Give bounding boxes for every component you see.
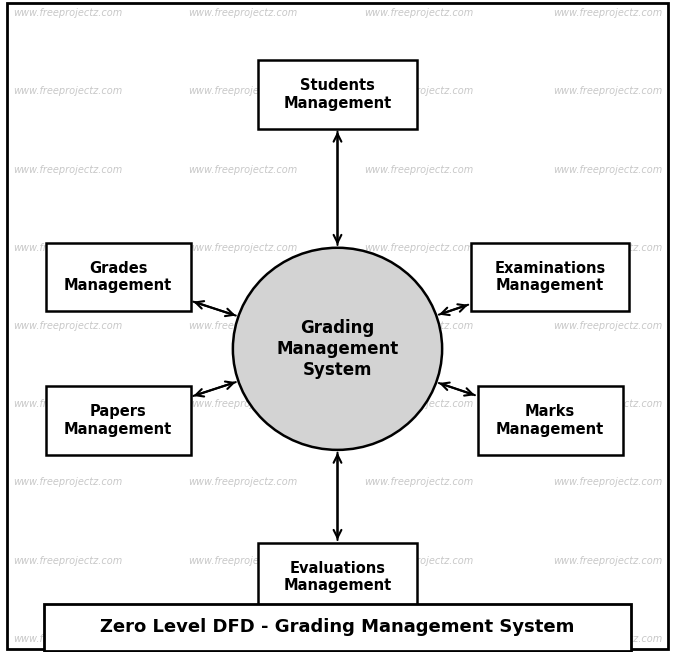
Text: www.freeprojectz.com: www.freeprojectz.com xyxy=(364,164,473,175)
Text: www.freeprojectz.com: www.freeprojectz.com xyxy=(553,243,662,253)
Text: www.freeprojectz.com: www.freeprojectz.com xyxy=(188,164,298,175)
Circle shape xyxy=(233,248,442,450)
Text: Papers
Management: Papers Management xyxy=(64,404,172,437)
Text: www.freeprojectz.com: www.freeprojectz.com xyxy=(13,399,122,409)
Text: www.freeprojectz.com: www.freeprojectz.com xyxy=(13,556,122,566)
Text: www.freeprojectz.com: www.freeprojectz.com xyxy=(364,477,473,488)
Bar xyxy=(44,604,631,651)
Text: Grades
Management: Grades Management xyxy=(64,261,172,293)
Text: www.freeprojectz.com: www.freeprojectz.com xyxy=(13,164,122,175)
Text: www.freeprojectz.com: www.freeprojectz.com xyxy=(13,321,122,331)
Text: www.freeprojectz.com: www.freeprojectz.com xyxy=(188,86,298,96)
Text: www.freeprojectz.com: www.freeprojectz.com xyxy=(188,634,298,644)
Text: Zero Level DFD - Grading Management System: Zero Level DFD - Grading Management Syst… xyxy=(101,618,574,636)
Text: Marks
Management: Marks Management xyxy=(496,404,604,437)
Text: www.freeprojectz.com: www.freeprojectz.com xyxy=(188,8,298,18)
Text: www.freeprojectz.com: www.freeprojectz.com xyxy=(188,477,298,488)
Text: www.freeprojectz.com: www.freeprojectz.com xyxy=(364,321,473,331)
Text: www.freeprojectz.com: www.freeprojectz.com xyxy=(553,477,662,488)
Text: www.freeprojectz.com: www.freeprojectz.com xyxy=(553,86,662,96)
Text: www.freeprojectz.com: www.freeprojectz.com xyxy=(13,634,122,644)
Text: www.freeprojectz.com: www.freeprojectz.com xyxy=(364,8,473,18)
Text: www.freeprojectz.com: www.freeprojectz.com xyxy=(13,243,122,253)
Text: www.freeprojectz.com: www.freeprojectz.com xyxy=(13,8,122,18)
Text: Students
Management: Students Management xyxy=(284,78,392,111)
Text: www.freeprojectz.com: www.freeprojectz.com xyxy=(364,556,473,566)
Bar xyxy=(258,60,416,128)
Text: Evaluations
Management: Evaluations Management xyxy=(284,561,392,593)
Text: Grading
Management
System: Grading Management System xyxy=(276,319,399,379)
Bar xyxy=(45,386,190,455)
Text: www.freeprojectz.com: www.freeprojectz.com xyxy=(553,634,662,644)
Text: www.freeprojectz.com: www.freeprojectz.com xyxy=(553,8,662,18)
Text: www.freeprojectz.com: www.freeprojectz.com xyxy=(553,556,662,566)
Text: www.freeprojectz.com: www.freeprojectz.com xyxy=(188,556,298,566)
Text: www.freeprojectz.com: www.freeprojectz.com xyxy=(188,321,298,331)
Text: www.freeprojectz.com: www.freeprojectz.com xyxy=(13,86,122,96)
Bar xyxy=(471,243,629,312)
Text: www.freeprojectz.com: www.freeprojectz.com xyxy=(188,399,298,409)
Text: www.freeprojectz.com: www.freeprojectz.com xyxy=(188,243,298,253)
Text: www.freeprojectz.com: www.freeprojectz.com xyxy=(553,399,662,409)
Text: www.freeprojectz.com: www.freeprojectz.com xyxy=(13,477,122,488)
Text: www.freeprojectz.com: www.freeprojectz.com xyxy=(364,634,473,644)
Text: www.freeprojectz.com: www.freeprojectz.com xyxy=(364,399,473,409)
Text: www.freeprojectz.com: www.freeprojectz.com xyxy=(553,321,662,331)
Text: www.freeprojectz.com: www.freeprojectz.com xyxy=(364,86,473,96)
Bar xyxy=(45,243,190,312)
Text: www.freeprojectz.com: www.freeprojectz.com xyxy=(553,164,662,175)
Text: www.freeprojectz.com: www.freeprojectz.com xyxy=(364,243,473,253)
Text: Examinations
Management: Examinations Management xyxy=(495,261,605,293)
Bar xyxy=(258,542,416,612)
Bar xyxy=(477,386,622,455)
